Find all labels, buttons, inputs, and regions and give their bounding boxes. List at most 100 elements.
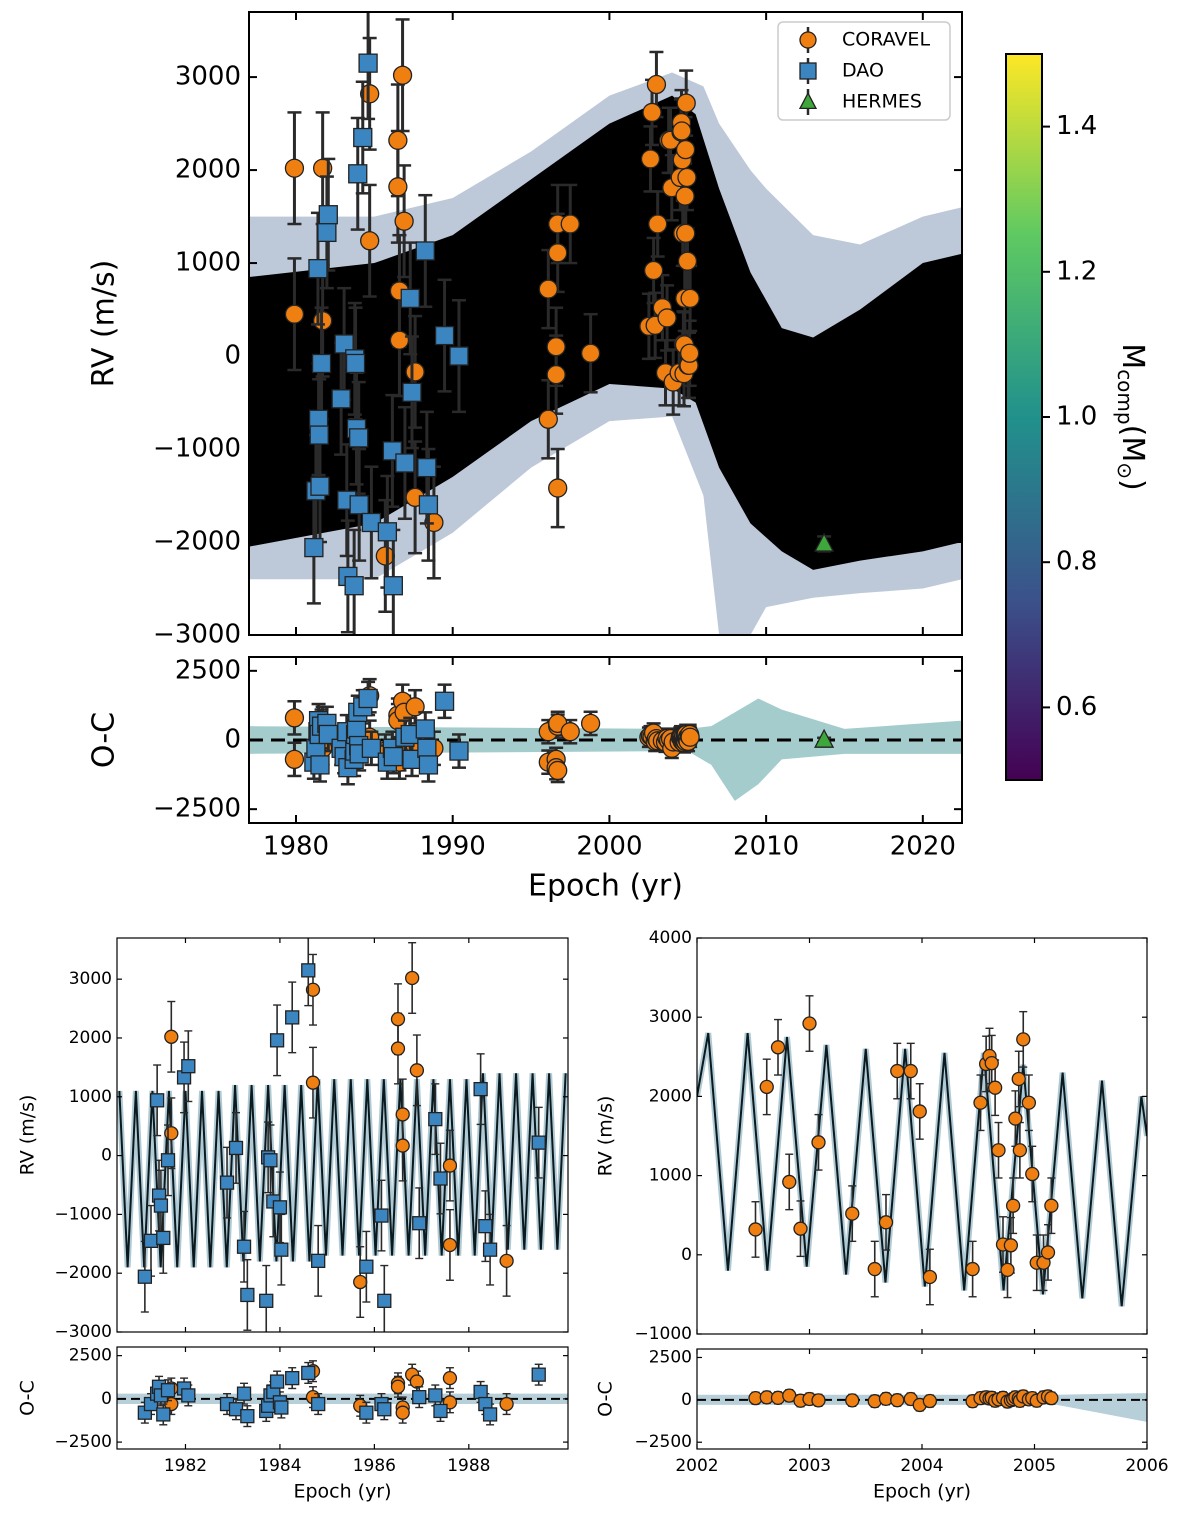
y-axis-label: O-C [17,1380,39,1416]
marker-square [359,1259,374,1274]
y-tick-label: 0 [681,1245,692,1265]
marker-square [269,1033,285,1048]
marker-square [311,1396,326,1412]
y-tick-label: −3000 [153,620,241,650]
marker-circle [80,1123,93,1136]
plot-area [249,12,962,635]
marker-square [361,512,382,533]
marker-circle [405,970,420,986]
marker-circle [80,1379,93,1392]
marker-circle [793,1221,808,1236]
y-tick-label: 1000 [175,248,241,278]
y-tick-label: −2500 [153,794,241,824]
x-axis-label: Epoch (yr) [293,1481,391,1503]
marker-square [156,1407,171,1422]
marker-square [181,1059,196,1074]
marker-square [304,537,324,558]
marker-circle [1000,1262,1015,1277]
marker-triangle [814,532,835,552]
y-tick-label: −2000 [153,527,241,557]
marker-circle [580,713,601,734]
marker-circle [284,158,305,178]
marker-circle [987,1080,1003,1095]
colorbar-label-part: M [1116,343,1151,369]
marker-circle [811,1135,826,1150]
x-tick-label: 1982 [164,1456,207,1476]
x-tick-label: 2020 [890,832,956,862]
marker-square [383,746,403,767]
y-tick-label: −3000 [54,1322,112,1342]
marker-circle [890,1393,905,1408]
y-tick-label: 2500 [175,655,241,685]
marker-circle [548,478,568,498]
marker-circle [648,214,668,234]
marker-square [308,258,328,279]
colorbar-tick-label: 1.0 [1056,402,1097,432]
marker-circle [499,1253,514,1268]
marker-circle [538,409,558,429]
marker-circle [548,243,568,263]
marker-square [358,688,378,709]
marker-circle [388,130,408,150]
marker-circle [442,1237,458,1253]
marker-square [348,164,368,184]
plot-area [697,995,1147,1307]
marker-square [349,495,369,515]
marker-square [318,205,338,225]
marker-circle [845,1393,860,1408]
marker-square [240,1409,255,1424]
marker-square [428,1111,443,1127]
marker-square [418,495,439,515]
marker-circle [680,288,700,309]
marker-circle [388,177,408,197]
colorbar-label-part: (M [1116,425,1151,463]
marker-circle [560,722,580,742]
marker-circle [284,749,305,770]
x-tick-label: 2006 [1125,1456,1168,1476]
marker-circle [973,1095,988,1110]
y-tick-label: −1000 [54,1204,112,1224]
marker-circle [912,1104,927,1119]
marker-circle [394,211,414,231]
x-tick-label: 2005 [1013,1456,1056,1476]
marker-circle [375,546,395,566]
marker-circle [409,1374,425,1389]
marker-square [482,1407,498,1422]
y-tick-label: 4000 [649,928,692,948]
y-tick-label: −2500 [54,1432,112,1452]
model-band [249,698,962,801]
marker-circle [390,1379,406,1394]
marker-square [236,1386,252,1401]
x-tick-label: 2004 [900,1456,943,1476]
colorbar-label-part: ) [1116,479,1151,491]
marker-square [473,1081,488,1097]
y-tick-label: −2000 [54,1263,112,1283]
model-line [697,1032,1147,1307]
marker-square [310,755,330,775]
x-tick-label: 1980 [263,832,329,862]
marker-square [428,1388,443,1403]
marker-circle [965,1261,980,1277]
marker-square [344,576,364,596]
marker-circle [80,1404,93,1417]
marker-circle [1003,1238,1019,1253]
marker-circle [640,149,661,169]
marker-square [153,1198,169,1213]
marker-circle [845,1206,860,1221]
marker-square [434,325,455,346]
marker-square [272,1200,288,1215]
marker-circle [676,93,696,113]
x-axis-label: Epoch (yr) [873,1481,971,1503]
marker-square [149,1093,165,1108]
marker-circle [679,343,700,363]
legend-box [777,21,951,121]
marker-circle [499,1396,514,1412]
marker-square [412,1216,427,1231]
x-tick-label: 2002 [675,1456,718,1476]
marker-circle [1016,1032,1031,1047]
plot-area [249,677,962,801]
x-tick-label: 2000 [576,832,642,862]
marker-circle [922,1393,938,1409]
